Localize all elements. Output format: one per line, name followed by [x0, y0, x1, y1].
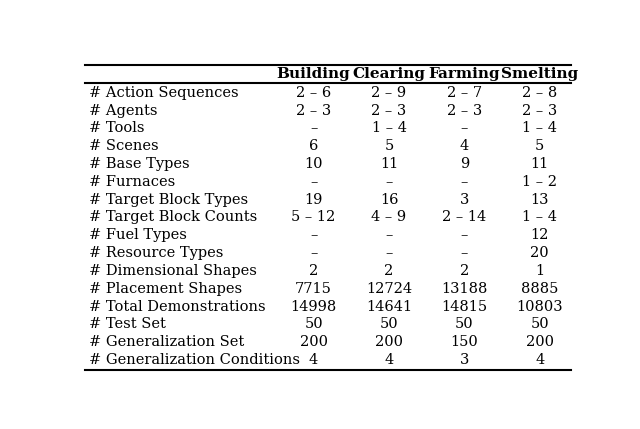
Text: –: – [461, 121, 468, 135]
Text: Building: Building [276, 66, 351, 81]
Text: # Test Set: # Test Set [89, 317, 166, 332]
Text: 8885: 8885 [521, 282, 559, 296]
Text: 5: 5 [535, 139, 545, 153]
Text: 50: 50 [380, 317, 398, 332]
Text: 2 – 9: 2 – 9 [371, 86, 406, 100]
Text: 2 – 3: 2 – 3 [522, 103, 557, 118]
Text: # Tools: # Tools [89, 121, 145, 135]
Text: 2 – 7: 2 – 7 [447, 86, 482, 100]
Text: 12: 12 [531, 228, 549, 242]
Text: 6: 6 [309, 139, 318, 153]
Text: 2 – 6: 2 – 6 [296, 86, 332, 100]
Text: 200: 200 [375, 335, 403, 349]
Text: 4 – 9: 4 – 9 [371, 211, 406, 224]
Text: 7715: 7715 [295, 282, 332, 296]
Text: 14641: 14641 [366, 299, 412, 314]
Text: 1 – 4: 1 – 4 [371, 121, 406, 135]
Text: 5 – 12: 5 – 12 [291, 211, 336, 224]
Text: 13: 13 [531, 193, 549, 207]
Text: 9: 9 [460, 157, 469, 171]
Text: 13188: 13188 [441, 282, 488, 296]
Text: 4: 4 [460, 139, 469, 153]
Text: 2 – 3: 2 – 3 [371, 103, 406, 118]
Text: –: – [385, 228, 393, 242]
Text: 11: 11 [531, 157, 549, 171]
Text: 14998: 14998 [291, 299, 337, 314]
Text: # Placement Shapes: # Placement Shapes [89, 282, 242, 296]
Text: 2 – 8: 2 – 8 [522, 86, 557, 100]
Text: # Target Block Counts: # Target Block Counts [89, 211, 257, 224]
Text: 1 – 4: 1 – 4 [522, 121, 557, 135]
Text: # Action Sequences: # Action Sequences [89, 86, 239, 100]
Text: # Generalization Conditions: # Generalization Conditions [89, 353, 300, 367]
Text: 3: 3 [460, 353, 469, 367]
Text: 50: 50 [304, 317, 323, 332]
Text: 50: 50 [455, 317, 474, 332]
Text: 11: 11 [380, 157, 398, 171]
Text: 12724: 12724 [366, 282, 412, 296]
Text: Farming: Farming [429, 66, 500, 81]
Text: 5: 5 [385, 139, 394, 153]
Text: # Agents: # Agents [89, 103, 157, 118]
Text: # Generalization Set: # Generalization Set [89, 335, 244, 349]
Text: –: – [310, 228, 317, 242]
Text: 2 – 3: 2 – 3 [296, 103, 332, 118]
Text: 1 – 2: 1 – 2 [522, 175, 557, 189]
Text: –: – [310, 246, 317, 260]
Text: –: – [310, 121, 317, 135]
Text: # Resource Types: # Resource Types [89, 246, 223, 260]
Text: 10: 10 [305, 157, 323, 171]
Text: 10803: 10803 [516, 299, 563, 314]
Text: # Fuel Types: # Fuel Types [89, 228, 187, 242]
Text: –: – [310, 175, 317, 189]
Text: –: – [461, 175, 468, 189]
Text: 4: 4 [535, 353, 545, 367]
Text: 19: 19 [305, 193, 323, 207]
Text: # Target Block Types: # Target Block Types [89, 193, 248, 207]
Text: 14815: 14815 [442, 299, 488, 314]
Text: # Base Types: # Base Types [89, 157, 189, 171]
Text: –: – [385, 175, 393, 189]
Text: –: – [385, 246, 393, 260]
Text: 3: 3 [460, 193, 469, 207]
Text: Clearing: Clearing [353, 66, 426, 81]
Text: 50: 50 [531, 317, 549, 332]
Text: 200: 200 [300, 335, 328, 349]
Text: –: – [461, 228, 468, 242]
Text: 2 – 3: 2 – 3 [447, 103, 482, 118]
Text: 1 – 4: 1 – 4 [522, 211, 557, 224]
Text: # Scenes: # Scenes [89, 139, 159, 153]
Text: –: – [461, 246, 468, 260]
Text: 150: 150 [451, 335, 478, 349]
Text: # Furnaces: # Furnaces [89, 175, 175, 189]
Text: 20: 20 [531, 246, 549, 260]
Text: 2: 2 [385, 264, 394, 278]
Text: 16: 16 [380, 193, 398, 207]
Text: 4: 4 [309, 353, 318, 367]
Text: 2: 2 [460, 264, 469, 278]
Text: 200: 200 [526, 335, 554, 349]
Text: # Dimensional Shapes: # Dimensional Shapes [89, 264, 257, 278]
Text: 2: 2 [309, 264, 318, 278]
Text: 1: 1 [535, 264, 545, 278]
Text: 2 – 14: 2 – 14 [442, 211, 486, 224]
Text: Smelting: Smelting [501, 66, 579, 81]
Text: # Total Demonstrations: # Total Demonstrations [89, 299, 266, 314]
Text: 4: 4 [385, 353, 394, 367]
